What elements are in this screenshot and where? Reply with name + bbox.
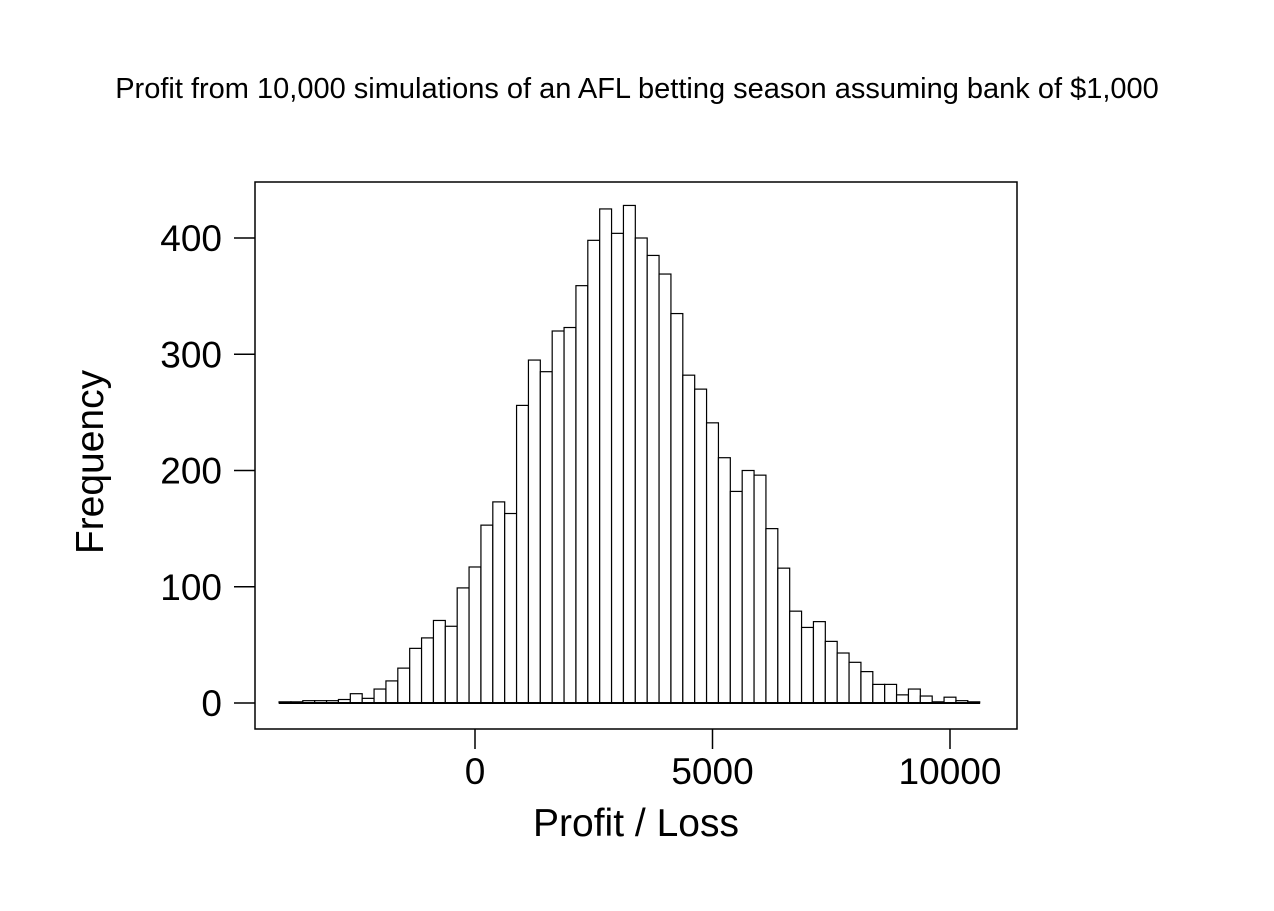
histogram-bar [456, 587, 470, 704]
y-tick-label: 400 [160, 218, 222, 259]
histogram-bar [587, 239, 601, 704]
histogram-bar [349, 693, 363, 704]
histogram-bar [551, 330, 565, 704]
histogram-bar [836, 652, 850, 704]
histogram-bar [741, 469, 755, 704]
histogram-bar [432, 619, 446, 704]
histogram-bar [515, 404, 530, 704]
plot-box [254, 181, 1018, 730]
histogram-bar [682, 374, 696, 704]
histogram-bar [385, 680, 399, 704]
histogram-bar [705, 422, 720, 704]
y-tick-label: 0 [201, 683, 222, 724]
histogram-bar [824, 640, 838, 704]
histogram-bar [527, 359, 541, 704]
x-tick-label: 5000 [671, 751, 753, 792]
histogram-bar [634, 237, 648, 704]
x-tick-label: 10000 [899, 751, 1002, 792]
histogram-bar [848, 661, 862, 704]
histogram-bar [872, 683, 886, 704]
histogram-bar [765, 528, 779, 704]
histogram-bar [622, 204, 636, 704]
histogram-bar [575, 285, 589, 704]
histogram-bar [789, 610, 803, 704]
histogram-bar [860, 671, 874, 704]
histogram-bar [420, 637, 435, 704]
histogram-bar [599, 208, 613, 704]
histogram-bar [397, 667, 411, 704]
histogram-bar [563, 326, 577, 704]
histogram-bar [539, 371, 553, 704]
histogram-bar [504, 512, 518, 704]
histogram-bar [717, 457, 731, 704]
histogram-bar [610, 232, 625, 704]
y-tick-label: 100 [160, 567, 222, 608]
histogram-bar [480, 524, 494, 704]
histogram-bar [670, 312, 684, 704]
y-tick-label: 200 [160, 451, 222, 492]
x-axis-label: Profit / Loss [533, 802, 739, 845]
histogram-bar [373, 688, 387, 704]
histogram-bar [919, 695, 933, 704]
x-tick-label: 0 [465, 751, 486, 792]
histogram-bar [907, 688, 921, 704]
histogram-bar [646, 254, 660, 704]
histogram-bar [658, 273, 672, 704]
histogram-bar [729, 490, 743, 704]
histogram-bar [444, 625, 458, 704]
y-tick-label: 300 [160, 334, 222, 375]
x-axis-ticks: 0 5000 10000 [465, 729, 1002, 792]
histogram-bar [753, 474, 767, 704]
y-axis-ticks: 0 100 200 300 400 [160, 218, 255, 724]
histogram-bar [492, 501, 506, 704]
histogram-bar [409, 647, 423, 704]
histogram-bar [812, 621, 826, 704]
histogram-bars [278, 204, 981, 704]
histogram-bar [468, 566, 482, 704]
histogram-bar [895, 694, 910, 704]
chart-title: Profit from 10,000 simulations of an AFL… [115, 73, 1159, 105]
histogram-bar [800, 626, 815, 704]
histogram-bar [777, 567, 791, 704]
histogram-bar [884, 683, 898, 704]
y-axis-label: Frequency [69, 369, 112, 554]
histogram-bar [694, 388, 708, 704]
